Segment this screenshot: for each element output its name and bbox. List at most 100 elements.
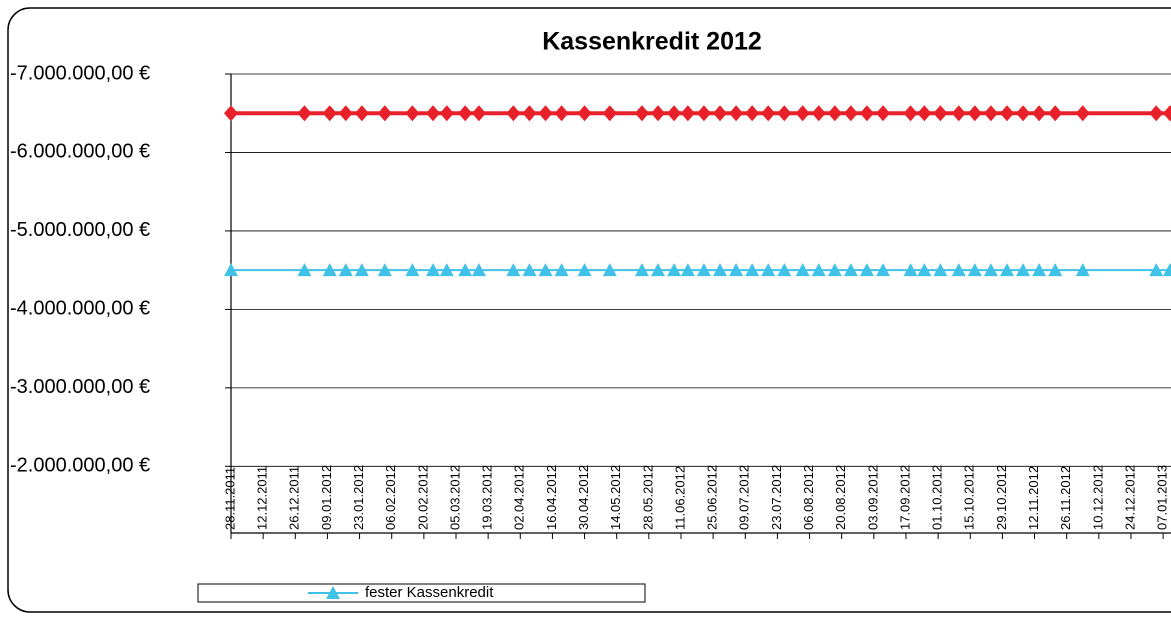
diamond-marker [761, 105, 776, 122]
triangle-marker [506, 263, 521, 277]
x-tick-label: 25.06.2012 [705, 465, 720, 530]
triangle-marker [999, 263, 1014, 277]
triangle-marker [458, 263, 473, 277]
diamond-marker [224, 105, 238, 122]
chart-title: Kassenkredit 2012 [542, 28, 762, 56]
x-tick-label: 02.04.2012 [512, 465, 527, 530]
x-tick-label: 14.05.2012 [608, 465, 623, 530]
triangle-marker [1016, 263, 1031, 277]
diamond-marker [471, 105, 486, 122]
x-tick-label: 05.03.2012 [447, 465, 462, 530]
x-tick-label: 28.05.2012 [640, 465, 655, 530]
x-tick-label: 01.10.2012 [930, 465, 945, 530]
triangle-marker [439, 263, 454, 277]
diamond-marker [745, 105, 760, 122]
y-tick-label: -3.000.000,00 € [10, 376, 150, 398]
diamond-marker [297, 105, 312, 122]
diamond-marker [439, 105, 454, 122]
triangle-marker [554, 263, 569, 277]
diamond-marker [322, 105, 337, 122]
triangle-marker [1075, 263, 1090, 277]
triangle-marker [538, 263, 553, 277]
x-tick-label: 12.12.2011 [255, 466, 270, 530]
diamond-marker [1163, 105, 1171, 122]
triangle-marker [843, 263, 858, 277]
diamond-marker [843, 105, 858, 122]
triangle-marker [1048, 263, 1063, 277]
x-tick-label: 11.06.2012 [672, 466, 687, 530]
x-tick-label: 30.04.2012 [576, 465, 591, 530]
diamond-marker [538, 105, 553, 122]
triangle-marker [795, 263, 810, 277]
x-tick-label: 24.12.2012 [1122, 465, 1137, 530]
y-tick-label: -6.000.000,00 € [10, 141, 150, 163]
y-tick-label: -2.000.000,00 € [10, 455, 150, 477]
x-tick-label: 12.11.2012 [1026, 466, 1041, 530]
x-tick-label: 23.01.2012 [351, 465, 366, 530]
y-tick-label: -4.000.000,00 € [10, 298, 150, 320]
diamond-marker [1016, 105, 1031, 122]
triangle-marker [651, 263, 666, 277]
diamond-marker [795, 105, 810, 122]
triangle-marker [729, 263, 744, 277]
triangle-marker [951, 263, 966, 277]
diamond-marker [999, 105, 1014, 122]
diamond-marker [426, 105, 441, 122]
diamond-marker [405, 105, 420, 122]
x-tick-label: 09.07.2012 [737, 465, 752, 530]
x-tick-label: 26.11.2012 [1058, 466, 1073, 530]
x-tick-label: 26.12.2011 [287, 466, 302, 530]
x-tick-label: 29.10.2012 [994, 465, 1009, 530]
diamond-marker [338, 105, 353, 122]
triangle-marker [680, 263, 695, 277]
triangle-marker [983, 263, 998, 277]
diamond-marker [377, 105, 392, 122]
triangle-marker [471, 263, 486, 277]
diamond-marker [876, 105, 891, 122]
triangle-marker [1032, 263, 1047, 277]
diamond-marker [1032, 105, 1047, 122]
diamond-marker [859, 105, 874, 122]
triangle-marker [745, 263, 760, 277]
legend-label: fester Kassenkredit [365, 584, 494, 601]
triangle-marker [426, 263, 441, 277]
x-tick-label: 28.11.2011 [222, 467, 237, 530]
diamond-marker [827, 105, 842, 122]
diamond-marker [903, 105, 918, 122]
triangle-marker [667, 263, 682, 277]
chart-frame [7, 7, 1171, 613]
diamond-marker [1048, 105, 1063, 122]
x-tick-label: 06.08.2012 [801, 465, 816, 530]
triangle-marker [1149, 263, 1164, 277]
triangle-marker [713, 263, 728, 277]
triangle-marker [322, 263, 337, 277]
triangle-marker [634, 263, 649, 277]
triangle-marker [696, 263, 711, 277]
triangle-marker [354, 263, 369, 277]
triangle-marker [917, 263, 932, 277]
diamond-marker [967, 105, 982, 122]
x-tick-label: 10.12.2012 [1090, 465, 1105, 530]
diamond-marker [667, 105, 682, 122]
x-tick-label: 07.01.2013 [1155, 465, 1170, 530]
x-tick-label: 17.09.2012 [897, 465, 912, 530]
diamond-marker [983, 105, 998, 122]
diamond-marker [680, 105, 695, 122]
diamond-marker [458, 105, 473, 122]
triangle-marker [224, 263, 238, 277]
triangle-marker [577, 263, 592, 277]
diamond-marker [506, 105, 521, 122]
triangle-marker [338, 263, 353, 277]
diamond-marker [917, 105, 932, 122]
diamond-marker [696, 105, 711, 122]
triangle-marker [876, 263, 891, 277]
diamond-marker [554, 105, 569, 122]
diamond-marker [651, 105, 666, 122]
diamond-marker [729, 105, 744, 122]
triangle-marker [967, 263, 982, 277]
x-tick-label: 03.09.2012 [865, 465, 880, 530]
x-tick-label: 20.02.2012 [415, 465, 430, 530]
legend-box [197, 583, 646, 603]
y-tick-label: -5.000.000,00 € [10, 219, 150, 241]
x-tick-label: 09.01.2012 [319, 465, 334, 530]
